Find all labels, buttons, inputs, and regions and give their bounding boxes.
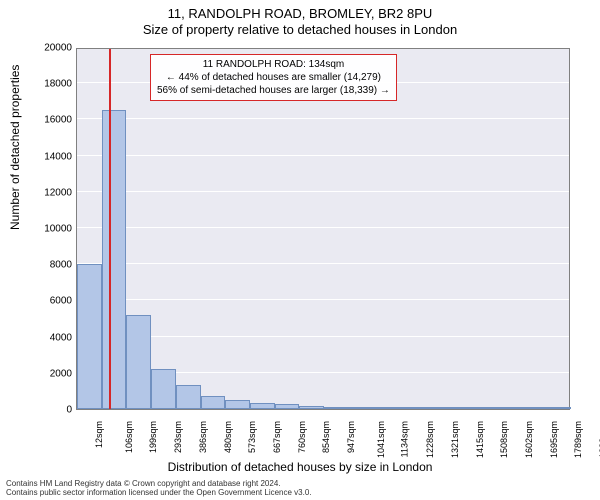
y-tick-label: 0: [22, 405, 72, 416]
y-tick-label: 4000: [22, 332, 72, 343]
histogram-bar: [423, 407, 448, 409]
y-tick-label: 18000: [22, 79, 72, 90]
gridline: [77, 263, 569, 264]
x-tick-label: 1228sqm: [425, 421, 435, 458]
histogram-bar: [151, 369, 176, 409]
x-tick-label: 1415sqm: [475, 421, 485, 458]
gridline: [77, 227, 569, 228]
histogram-bar: [546, 407, 571, 409]
gridline: [77, 118, 569, 119]
x-axis-label: Distribution of detached houses by size …: [0, 460, 600, 474]
x-tick-label: 199sqm: [148, 421, 158, 453]
annotation-line1: 11 RANDOLPH ROAD: 134sqm: [157, 58, 390, 71]
histogram-bar: [448, 407, 473, 409]
x-tick-label: 1508sqm: [499, 421, 509, 458]
gridline: [77, 191, 569, 192]
marker-line: [109, 49, 111, 409]
annotation-line2: ← 44% of detached houses are smaller (14…: [157, 71, 390, 84]
y-tick-label: 12000: [22, 187, 72, 198]
x-tick-label: 854sqm: [321, 421, 331, 453]
y-tick-label: 16000: [22, 115, 72, 126]
y-axis-label: Number of detached properties: [8, 65, 22, 230]
x-tick-label: 667sqm: [272, 421, 282, 453]
chart-title-line2: Size of property relative to detached ho…: [0, 22, 600, 37]
x-tick-label: 106sqm: [124, 421, 134, 453]
footer-line1: Contains HM Land Registry data © Crown c…: [6, 479, 312, 489]
x-tick-label: 573sqm: [247, 421, 257, 453]
footer-attribution: Contains HM Land Registry data © Crown c…: [6, 479, 312, 498]
x-tick-label: 1041sqm: [376, 421, 386, 458]
x-tick-label: 760sqm: [297, 421, 307, 453]
y-tick-label: 6000: [22, 296, 72, 307]
footer-line2: Contains public sector information licen…: [6, 488, 312, 498]
histogram-bar: [299, 406, 324, 409]
histogram-bar: [522, 407, 547, 409]
chart-title-line1: 11, RANDOLPH ROAD, BROMLEY, BR2 8PU: [0, 6, 600, 21]
x-tick-label: 293sqm: [173, 421, 183, 453]
histogram-bar: [324, 407, 349, 409]
histogram-bar: [126, 315, 151, 409]
plot-area: [76, 48, 570, 410]
histogram-bar: [250, 403, 275, 409]
y-tick-label: 2000: [22, 368, 72, 379]
x-tick-label: 386sqm: [198, 421, 208, 453]
x-tick-label: 947sqm: [346, 421, 356, 453]
histogram-bar: [275, 404, 300, 409]
histogram-bar: [176, 385, 201, 409]
histogram-bar: [77, 264, 102, 409]
histogram-bar: [349, 407, 374, 409]
x-tick-label: 1789sqm: [573, 421, 583, 458]
x-tick-label: 12sqm: [94, 421, 104, 448]
x-tick-label: 1602sqm: [524, 421, 534, 458]
x-tick-label: 1321sqm: [450, 421, 460, 458]
histogram-bar: [201, 396, 226, 409]
gridline: [77, 46, 569, 47]
annotation-box: 11 RANDOLPH ROAD: 134sqm ← 44% of detach…: [150, 54, 397, 101]
histogram-bar: [373, 407, 398, 409]
y-tick-label: 8000: [22, 260, 72, 271]
y-tick-label: 20000: [22, 43, 72, 54]
annotation-line3: 56% of semi-detached houses are larger (…: [157, 84, 390, 97]
x-tick-label: 480sqm: [223, 421, 233, 453]
x-tick-label: 1695sqm: [549, 421, 559, 458]
gridline: [77, 299, 569, 300]
histogram-bar: [472, 407, 497, 409]
y-tick-label: 10000: [22, 224, 72, 235]
histogram-bar: [398, 407, 423, 409]
x-tick-label: 1134sqm: [400, 421, 410, 457]
gridline: [77, 155, 569, 156]
histogram-bar: [225, 400, 250, 409]
histogram-bar: [102, 110, 127, 409]
y-tick-label: 14000: [22, 151, 72, 162]
histogram-bar: [497, 407, 522, 409]
